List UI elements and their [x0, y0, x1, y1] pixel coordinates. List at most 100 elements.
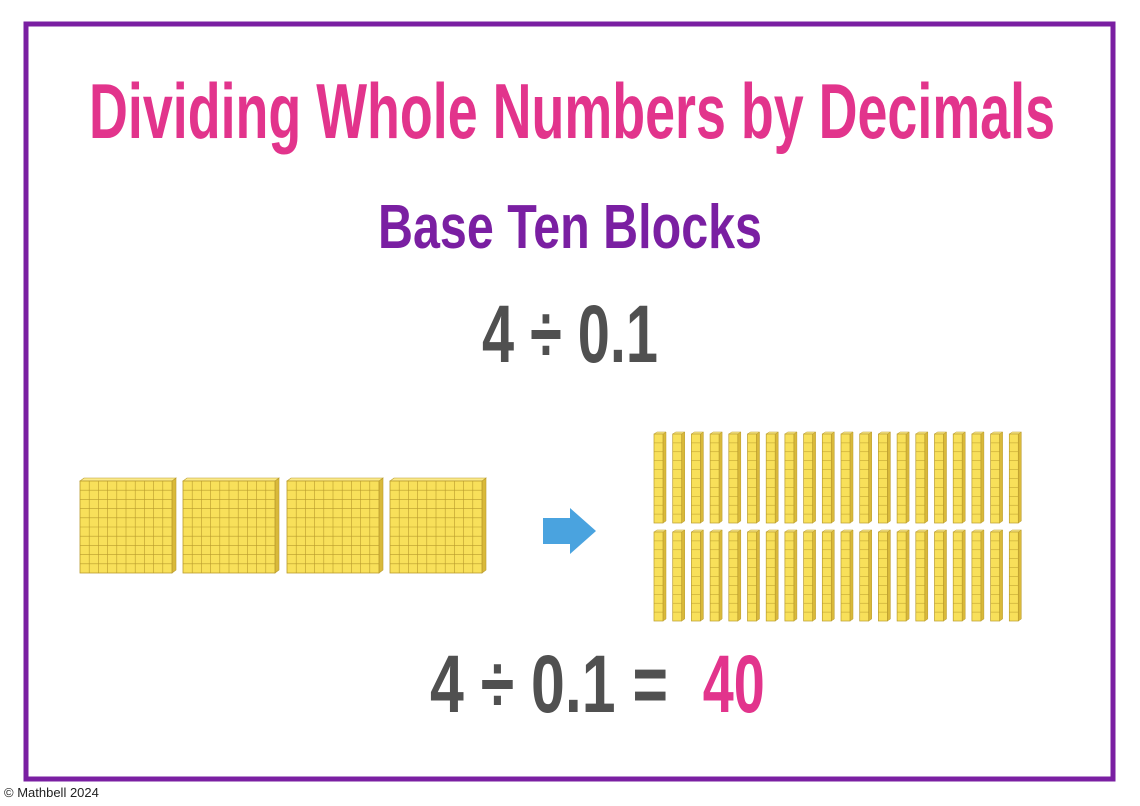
rod — [709, 431, 723, 524]
flats — [79, 477, 487, 574]
rod — [971, 431, 985, 524]
rod — [690, 529, 705, 622]
rod-side — [1018, 431, 1022, 524]
rods — [653, 431, 1023, 622]
rod-side — [905, 529, 910, 622]
rod — [971, 529, 985, 622]
rod — [821, 431, 836, 524]
rod-side — [681, 431, 685, 524]
rod-side — [980, 529, 985, 622]
rod — [746, 529, 761, 622]
rod-side — [700, 529, 704, 622]
rod-side — [662, 431, 667, 524]
rod-side — [812, 529, 816, 622]
rod-side — [1018, 529, 1022, 622]
rod — [727, 431, 742, 524]
rod-side — [849, 529, 854, 622]
flat-top — [182, 477, 280, 482]
title: Dividing Whole Numbers by Decimals — [89, 67, 1055, 155]
rod — [709, 529, 723, 622]
rod-side — [887, 431, 891, 524]
flat — [286, 477, 384, 574]
flat — [79, 477, 177, 574]
rod — [858, 431, 873, 524]
rod-side — [737, 529, 742, 622]
rod — [896, 529, 910, 622]
flat-top — [79, 477, 177, 482]
rod — [952, 431, 967, 524]
rod-side — [793, 431, 798, 524]
rod — [914, 431, 929, 524]
rod — [914, 529, 929, 622]
flat-side — [481, 477, 487, 574]
rod-side — [999, 431, 1003, 524]
rod-side — [887, 529, 891, 622]
rod-side — [943, 529, 947, 622]
rod-side — [961, 529, 966, 622]
flat-top — [389, 477, 487, 482]
rod — [802, 529, 817, 622]
rod-side — [924, 529, 929, 622]
rod — [784, 431, 798, 524]
rod-side — [774, 431, 779, 524]
copyright: © Mathbell 2024 — [4, 785, 99, 800]
rod — [821, 529, 836, 622]
rod-side — [980, 431, 985, 524]
rod-side — [756, 529, 760, 622]
rod-side — [718, 529, 723, 622]
flat-side — [274, 477, 280, 574]
rod — [765, 529, 780, 622]
rod — [671, 529, 686, 622]
rod — [653, 529, 667, 622]
rod-side — [831, 529, 835, 622]
frame — [23, 21, 1116, 782]
answer: 4 ÷ 0.1 = 40 — [430, 639, 765, 730]
rod — [765, 431, 780, 524]
rod-side — [700, 431, 704, 524]
rod-side — [868, 431, 872, 524]
rod-side — [756, 431, 760, 524]
rod — [840, 529, 854, 622]
rod — [952, 529, 967, 622]
rod-side — [831, 431, 835, 524]
rod — [877, 431, 892, 524]
answer-result: 40 — [703, 639, 765, 730]
rod-side — [812, 431, 816, 524]
rod — [840, 431, 854, 524]
problem: 4 ÷ 0.1 — [482, 289, 658, 380]
rod — [746, 431, 761, 524]
rod — [933, 529, 948, 622]
rod — [989, 431, 1004, 524]
rod-side — [999, 529, 1003, 622]
rod — [933, 431, 948, 524]
rod — [727, 529, 742, 622]
rod-side — [662, 529, 667, 622]
rod-side — [905, 431, 910, 524]
rod-side — [681, 529, 685, 622]
rod-side — [774, 529, 779, 622]
rod-side — [793, 529, 798, 622]
rod — [1008, 529, 1023, 622]
rod — [877, 529, 892, 622]
rod — [784, 529, 798, 622]
flat-top — [286, 477, 384, 482]
rod — [653, 431, 667, 524]
rod-side — [943, 431, 947, 524]
rod — [858, 529, 873, 622]
rod — [896, 431, 910, 524]
subtitle: Base Ten Blocks — [378, 193, 762, 262]
rod-side — [868, 529, 872, 622]
rod — [690, 431, 705, 524]
answer-equation: 4 ÷ 0.1 = — [430, 639, 668, 730]
rod — [1008, 431, 1023, 524]
rod-side — [737, 431, 742, 524]
flat-side — [378, 477, 384, 574]
flat — [389, 477, 487, 574]
flat — [182, 477, 280, 574]
rod-side — [961, 431, 966, 524]
rod — [671, 431, 686, 524]
rod-side — [924, 431, 929, 524]
